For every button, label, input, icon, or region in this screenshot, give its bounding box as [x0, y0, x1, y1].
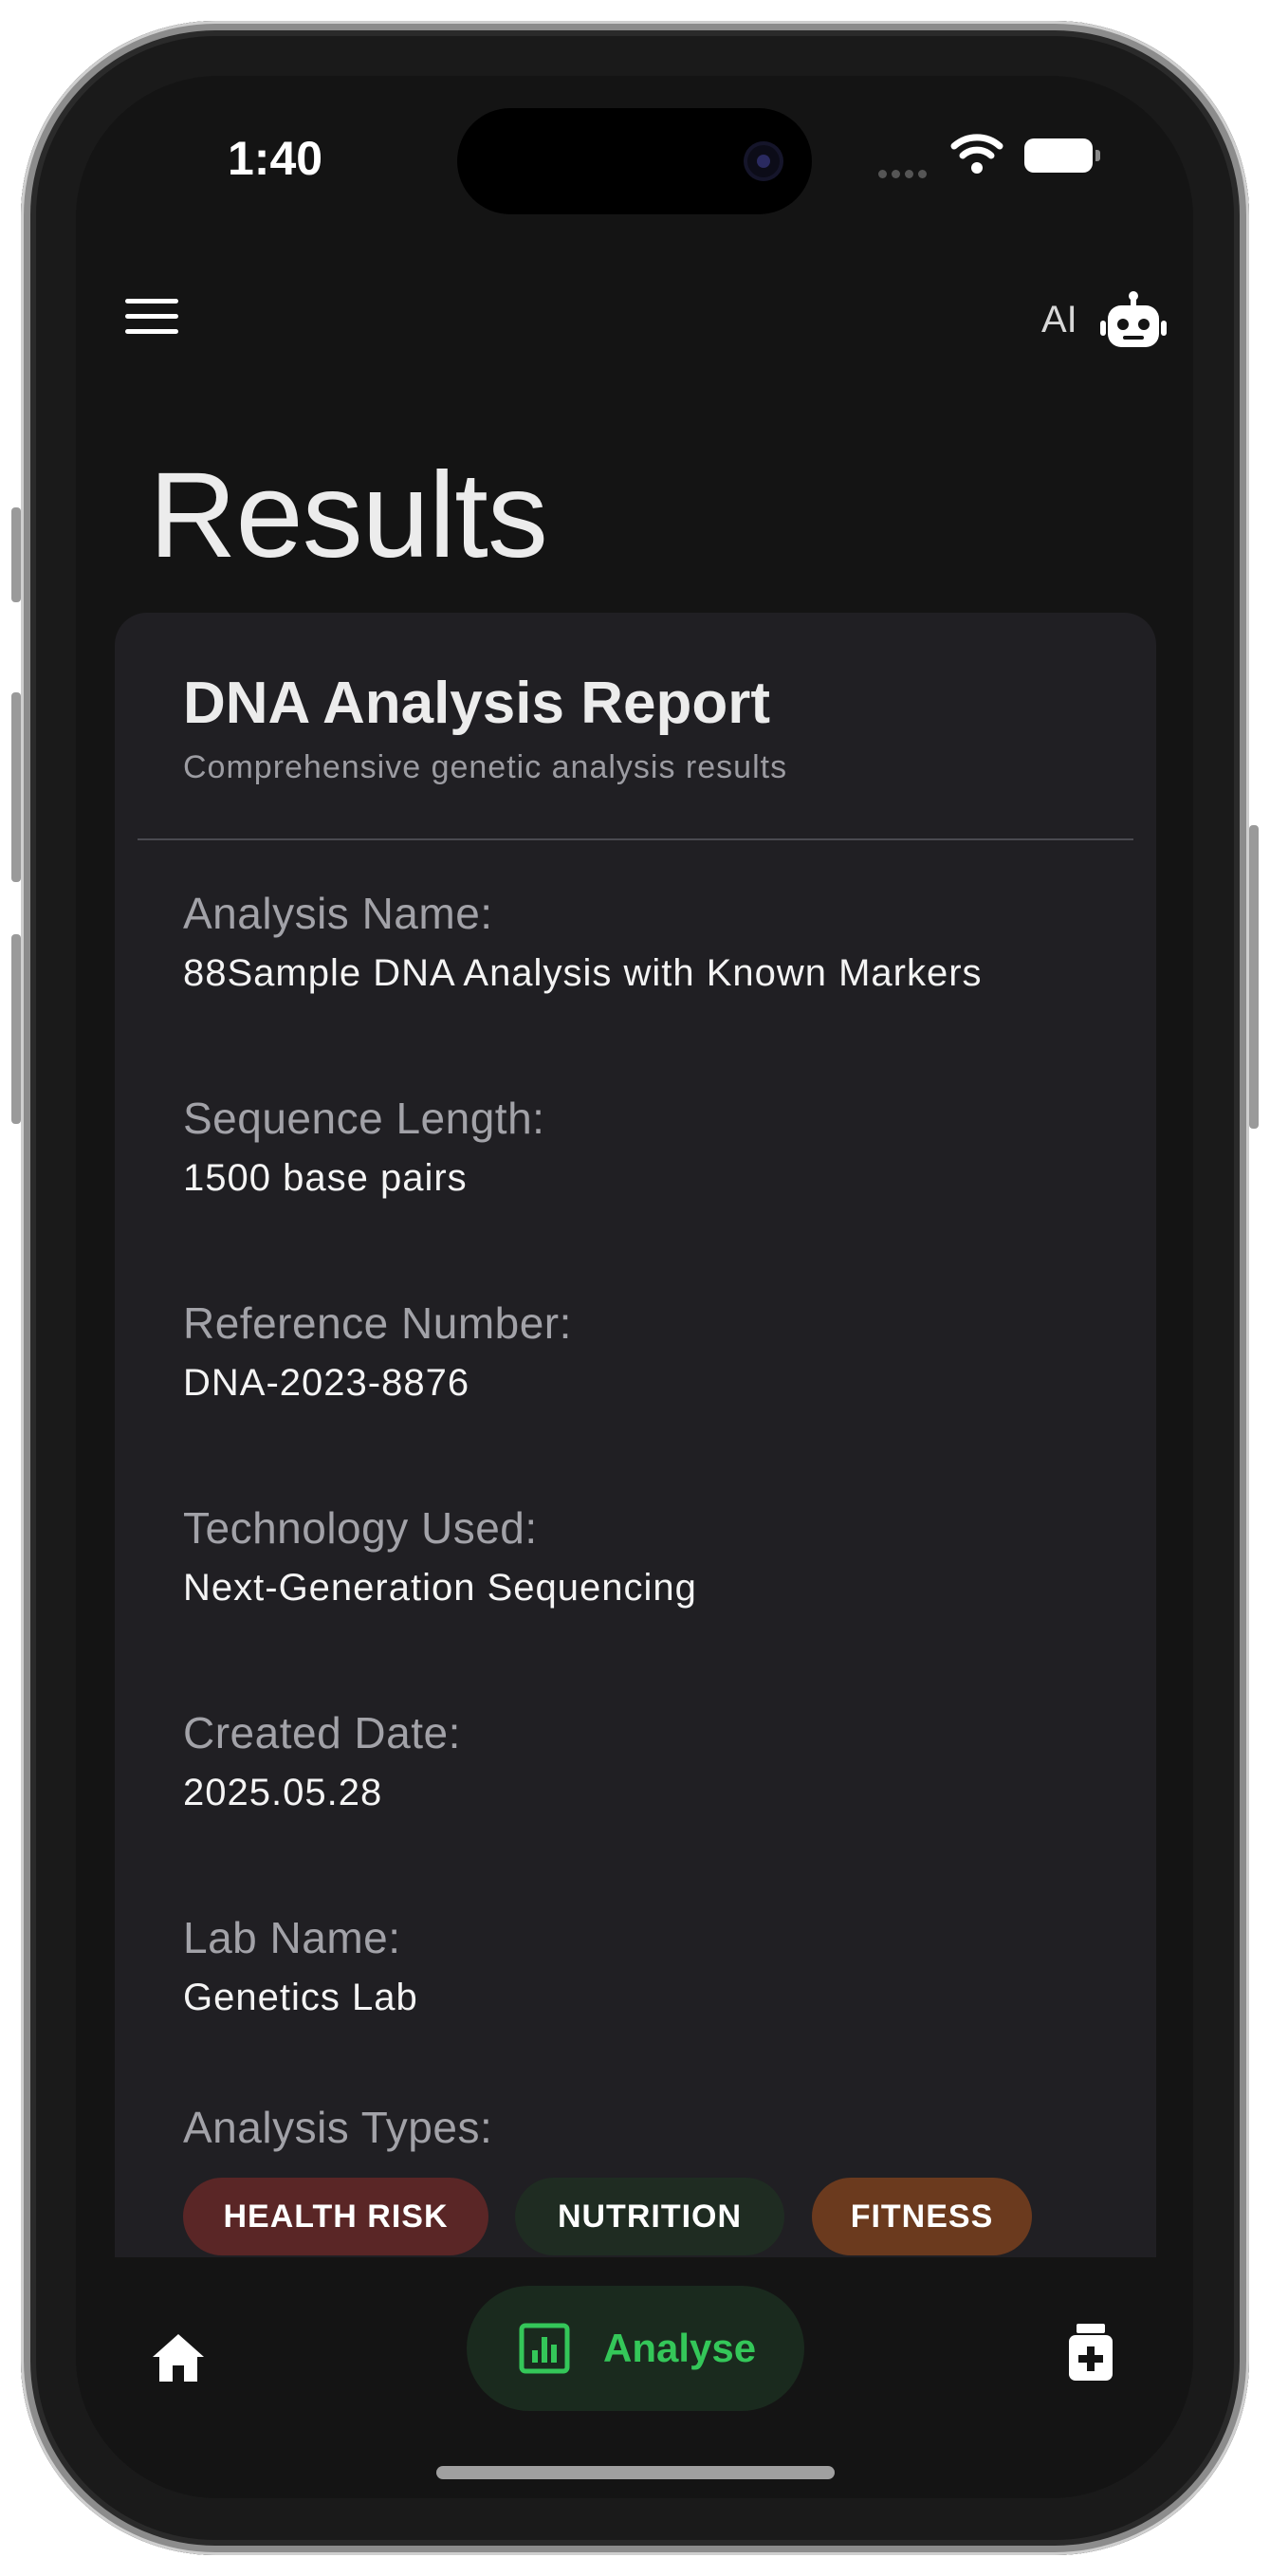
- chip-nutrition[interactable]: NUTRITION: [515, 2178, 784, 2255]
- technology-used-label: Technology Used:: [183, 1503, 538, 1553]
- dynamic-island: [457, 108, 812, 214]
- analysis-name-label: Analysis Name:: [183, 889, 493, 938]
- screen: 1:40 AI Results DNA Analysis Report Comp…: [76, 76, 1193, 2498]
- cellular-signal-icon: [878, 166, 931, 183]
- sequence-length-value: 1500 base pairs: [183, 1157, 468, 1199]
- bottom-nav: Analyse: [76, 2257, 1193, 2498]
- lab-name-label: Lab Name:: [183, 1913, 401, 1962]
- reference-number-value: DNA-2023-8876: [183, 1362, 470, 1404]
- camera-icon: [744, 141, 783, 181]
- side-button: [11, 692, 21, 882]
- analyse-label: Analyse: [603, 2326, 757, 2370]
- sequence-length-label: Sequence Length:: [183, 1094, 545, 1143]
- side-button: [11, 507, 21, 602]
- chip-fitness[interactable]: FITNESS: [812, 2178, 1032, 2255]
- lab-name-value: Genetics Lab: [183, 1977, 418, 2018]
- report-title: DNA Analysis Report: [183, 671, 770, 736]
- medical-case-icon[interactable]: [1067, 2322, 1114, 2383]
- battery-icon: [1024, 138, 1100, 173]
- reference-number-label: Reference Number:: [183, 1298, 572, 1348]
- home-icon[interactable]: [150, 2331, 207, 2384]
- menu-button[interactable]: [125, 299, 182, 344]
- side-button: [11, 934, 21, 1124]
- analyse-button[interactable]: Analyse: [467, 2286, 804, 2411]
- chart-icon: [519, 2323, 570, 2374]
- chip-health-risk[interactable]: HEALTH RISK: [183, 2178, 488, 2255]
- home-indicator: [436, 2466, 835, 2479]
- analysis-types-label: Analysis Types:: [183, 2103, 493, 2152]
- analysis-name-value: 88Sample DNA Analysis with Known Markers: [183, 952, 983, 994]
- divider: [138, 838, 1133, 840]
- wifi-icon: [950, 134, 1003, 174]
- status-time: 1:40: [228, 132, 323, 185]
- ai-label: AI: [1041, 299, 1077, 340]
- created-date-value: 2025.05.28: [183, 1772, 383, 1813]
- created-date-label: Created Date:: [183, 1708, 461, 1757]
- side-button: [1249, 825, 1259, 1129]
- page-title: Results: [149, 448, 548, 583]
- technology-used-value: Next-Generation Sequencing: [183, 1567, 697, 1609]
- report-card: DNA Analysis Report Comprehensive geneti…: [115, 613, 1156, 2358]
- robot-icon[interactable]: [1100, 290, 1167, 351]
- report-subtitle: Comprehensive genetic analysis results: [183, 749, 788, 785]
